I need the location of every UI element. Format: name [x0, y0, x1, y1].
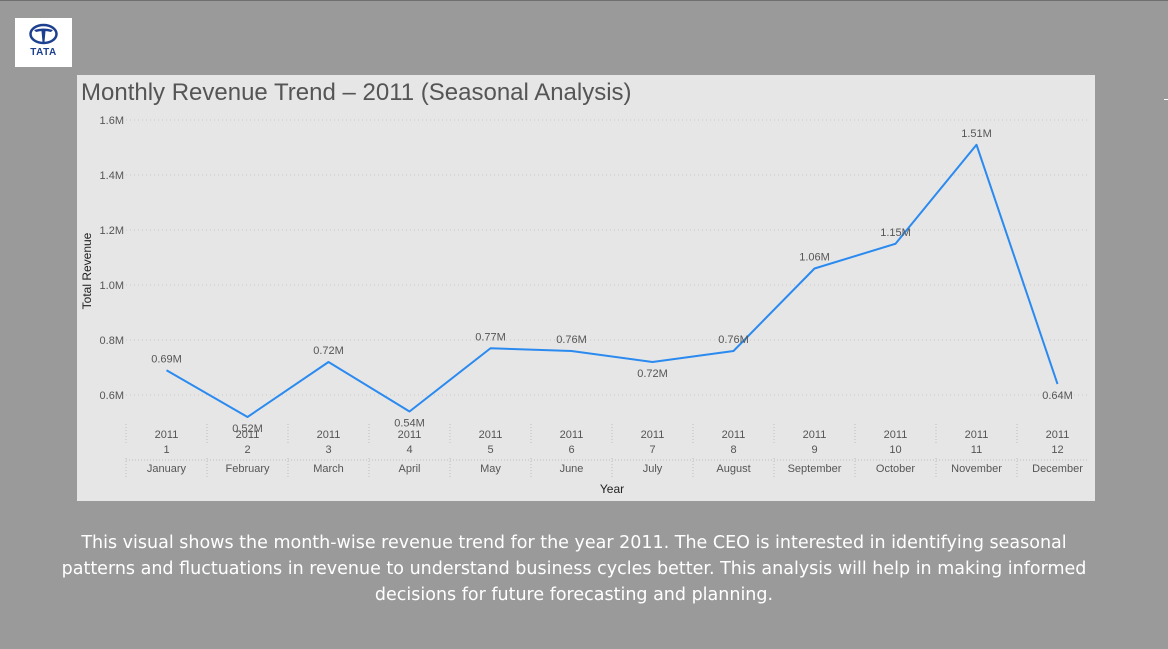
x-tick-month-number: 8 [730, 444, 736, 456]
x-tick-year: 2011 [317, 429, 341, 441]
y-tick-label: 1.2M [100, 225, 124, 237]
x-tick-month-number: 5 [487, 444, 493, 456]
x-tick-year: 2011 [722, 429, 746, 441]
x-tick-month-number: 12 [1051, 444, 1063, 456]
y-axis-title: Total Revenue [80, 232, 94, 309]
y-tick-label: 1.4M [100, 170, 124, 182]
data-label: 0.77M [475, 331, 506, 343]
x-tick-month: January [147, 463, 187, 475]
x-tick-month-number: 9 [811, 444, 817, 456]
series-line [166, 143, 1059, 418]
x-tick-year: 2011 [884, 429, 908, 441]
y-tick-label: 1.0M [100, 280, 124, 292]
x-tick-year: 2011 [560, 429, 584, 441]
tata-logo: TATA [15, 18, 72, 67]
x-tick-month-number: 6 [568, 444, 574, 456]
chart-panel[interactable]: Monthly Revenue Trend – 2011 (Seasonal A… [77, 75, 1095, 501]
data-label: 0.76M [718, 334, 749, 346]
x-tick-month: April [398, 463, 420, 475]
x-tick-month-number: 7 [649, 444, 655, 456]
x-tick-year: 2011 [803, 429, 827, 441]
x-tick-month: March [313, 463, 344, 475]
x-tick-month: February [225, 463, 270, 475]
chart-title: Monthly Revenue Trend – 2011 (Seasonal A… [81, 79, 632, 106]
x-tick-year: 2011 [155, 429, 179, 441]
y-tick-label: 0.6M [100, 390, 124, 402]
data-label: 0.69M [151, 353, 182, 365]
x-axis-title: Year [600, 482, 624, 496]
x-tick-month-number: 3 [325, 444, 331, 456]
x-tick-month: July [643, 463, 663, 475]
x-tick-year: 2011 [641, 429, 665, 441]
data-label: 0.76M [556, 334, 587, 346]
data-label: 0.72M [313, 345, 344, 357]
logo-text: TATA [30, 47, 57, 58]
x-tick-year: 2011 [965, 429, 989, 441]
data-label: 1.51M [961, 128, 992, 140]
tata-emblem-icon [29, 23, 58, 45]
y-tick-label: 0.8M [100, 335, 124, 347]
x-tick-year: 2011 [398, 429, 422, 441]
data-label: 0.72M [637, 368, 668, 380]
x-tick-month: August [716, 463, 750, 475]
x-tick-month-number: 4 [406, 444, 412, 456]
x-tick-year: 2011 [479, 429, 503, 441]
chart-description: This visual shows the month-wise revenue… [61, 533, 1087, 605]
data-label: 1.15M [880, 227, 911, 239]
x-tick-month-number: 11 [971, 444, 982, 456]
x-tick-month: November [951, 463, 1002, 475]
x-tick-month: May [480, 463, 501, 475]
x-tick-month-number: 2 [244, 444, 250, 456]
data-label: 1.06M [799, 252, 830, 264]
data-label: 0.54M [394, 418, 425, 430]
x-tick-year: 2011 [236, 429, 260, 441]
x-tick-month-number: 10 [889, 444, 901, 456]
x-tick-month: September [788, 463, 842, 475]
line-chart: 0.6M 0.8M 1.0M 1.2M 1.4M 1.6M Total Revenue 201… [80, 115, 1089, 496]
data-label: 0.64M [1042, 390, 1073, 402]
x-tick-year: 2011 [1046, 429, 1070, 441]
x-tick-month: October [876, 463, 915, 475]
edge-marker [1164, 99, 1168, 100]
x-tick-month: June [560, 463, 584, 475]
data-label: 0.52M [232, 423, 263, 435]
x-tick-month: December [1032, 463, 1083, 475]
x-tick-month-number: 1 [163, 444, 169, 456]
top-border [0, 0, 1168, 1]
y-tick-label: 1.6M [100, 115, 124, 127]
